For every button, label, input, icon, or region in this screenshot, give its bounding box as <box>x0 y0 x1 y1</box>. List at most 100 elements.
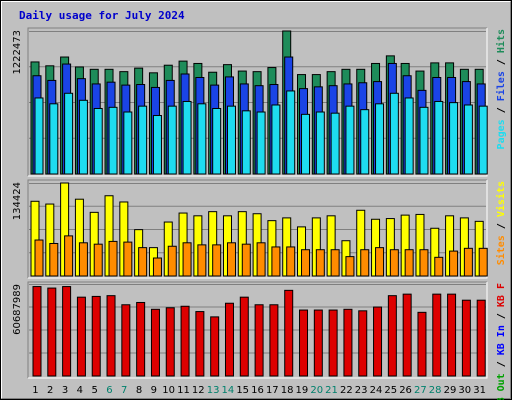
day-label: 30 <box>458 385 471 396</box>
bar-pages <box>360 109 370 175</box>
legend-separator: / <box>496 101 507 119</box>
bar-kb-f <box>432 293 442 377</box>
bar-pages <box>404 97 414 175</box>
bar-kb-f <box>76 296 86 377</box>
bar-sites <box>182 242 192 277</box>
bar-kb-f <box>284 289 294 377</box>
bar-kb-f <box>358 310 368 377</box>
legend-kb-in: KB In <box>496 325 507 355</box>
day-label: 14 <box>222 385 235 396</box>
panel-hits-bars <box>30 30 488 175</box>
bar-kb-f <box>180 305 190 377</box>
bar-pages <box>49 103 59 175</box>
bar-pages <box>301 113 311 175</box>
bar-sites <box>360 249 370 277</box>
bar-sites <box>64 235 74 277</box>
bar-sites <box>404 249 414 277</box>
bar-pages <box>64 92 74 175</box>
legend-separator: / <box>496 355 507 373</box>
bar-sites <box>152 257 162 277</box>
bar-kb-f <box>62 286 72 377</box>
bar-kb-f <box>343 308 353 377</box>
bar-pages <box>434 100 444 175</box>
bar-kb-f <box>91 295 101 377</box>
legend-kb-f: KB F <box>496 283 507 307</box>
day-label: 2 <box>47 385 53 396</box>
bar-kb-f <box>299 309 309 377</box>
bar-sites <box>345 256 355 277</box>
bar-pages <box>78 99 88 175</box>
bar-kb-f <box>387 295 397 377</box>
bar-kb-f <box>417 311 427 377</box>
day-label: 3 <box>62 385 68 396</box>
bar-kb-f <box>476 299 486 377</box>
day-label: 13 <box>207 385 220 396</box>
bar-sites <box>330 249 340 277</box>
day-label: 24 <box>370 385 383 396</box>
day-label: 10 <box>162 385 175 396</box>
bar-sites <box>449 250 459 277</box>
bar-kb-f <box>210 316 220 377</box>
panel-visits-legend: Sites / Visits <box>495 181 507 265</box>
day-label: 4 <box>77 385 83 396</box>
bar-sites <box>478 247 488 277</box>
bar-pages <box>241 110 251 175</box>
panel-visits-bars <box>30 182 488 277</box>
day-label: 1 <box>32 385 38 396</box>
bar-sites <box>34 239 44 277</box>
bar-sites <box>93 243 103 277</box>
bar-pages <box>167 105 177 175</box>
bar-kb-f <box>239 296 249 377</box>
bar-sites <box>271 246 281 277</box>
bar-pages <box>449 102 459 175</box>
bar-kb-f <box>32 286 42 377</box>
bar-kb-f <box>328 309 338 377</box>
panel-hits-highlight <box>28 28 488 177</box>
bar-sites <box>226 242 236 277</box>
day-label: 31 <box>473 385 486 396</box>
bar-sites <box>286 246 296 277</box>
bar-sites <box>301 249 311 277</box>
bar-kb-f <box>165 307 175 377</box>
bar-sites <box>315 249 325 277</box>
day-label: 5 <box>91 385 97 396</box>
panel-visits-shadow <box>27 179 487 278</box>
legend-hits: Hits <box>495 29 507 53</box>
panel-visits-highlight <box>28 180 488 279</box>
panel-kb-bars <box>32 286 486 377</box>
panel-kb-legend: KB Out / KB In / KB F <box>496 283 507 400</box>
bar-kb-f <box>121 304 131 377</box>
day-label: 16 <box>251 385 264 396</box>
legend-pages: Pages <box>496 119 507 149</box>
bar-sites <box>108 240 118 277</box>
bar-pages <box>463 104 473 175</box>
bar-kb-f <box>254 304 264 377</box>
bar-pages <box>375 103 385 175</box>
day-label: 25 <box>384 385 397 396</box>
bar-pages <box>256 111 266 175</box>
bar-sites <box>389 249 399 277</box>
legend-separator: / <box>496 307 507 325</box>
bar-kb-f <box>402 293 412 377</box>
day-label: 23 <box>355 385 368 396</box>
day-label: 28 <box>429 385 442 396</box>
bar-sites <box>197 244 207 277</box>
bar-pages <box>138 105 148 175</box>
day-label: 20 <box>310 385 323 396</box>
bar-pages <box>212 107 222 175</box>
panel-hits-max-label: 1222473 <box>12 30 23 75</box>
bar-pages <box>330 112 340 175</box>
bar-pages <box>478 105 488 175</box>
day-label: 26 <box>399 385 412 396</box>
bar-pages <box>315 111 325 175</box>
bar-kb-f <box>106 295 116 377</box>
bar-sites <box>434 256 444 277</box>
panel-hits-shadow <box>27 27 487 176</box>
day-label: 29 <box>444 385 457 396</box>
bar-sites <box>419 249 429 277</box>
panel-hits-legend: Pages / Files / Hits <box>495 29 507 149</box>
day-label: 21 <box>325 385 338 396</box>
bar-sites <box>463 247 473 277</box>
day-label: 9 <box>151 385 157 396</box>
